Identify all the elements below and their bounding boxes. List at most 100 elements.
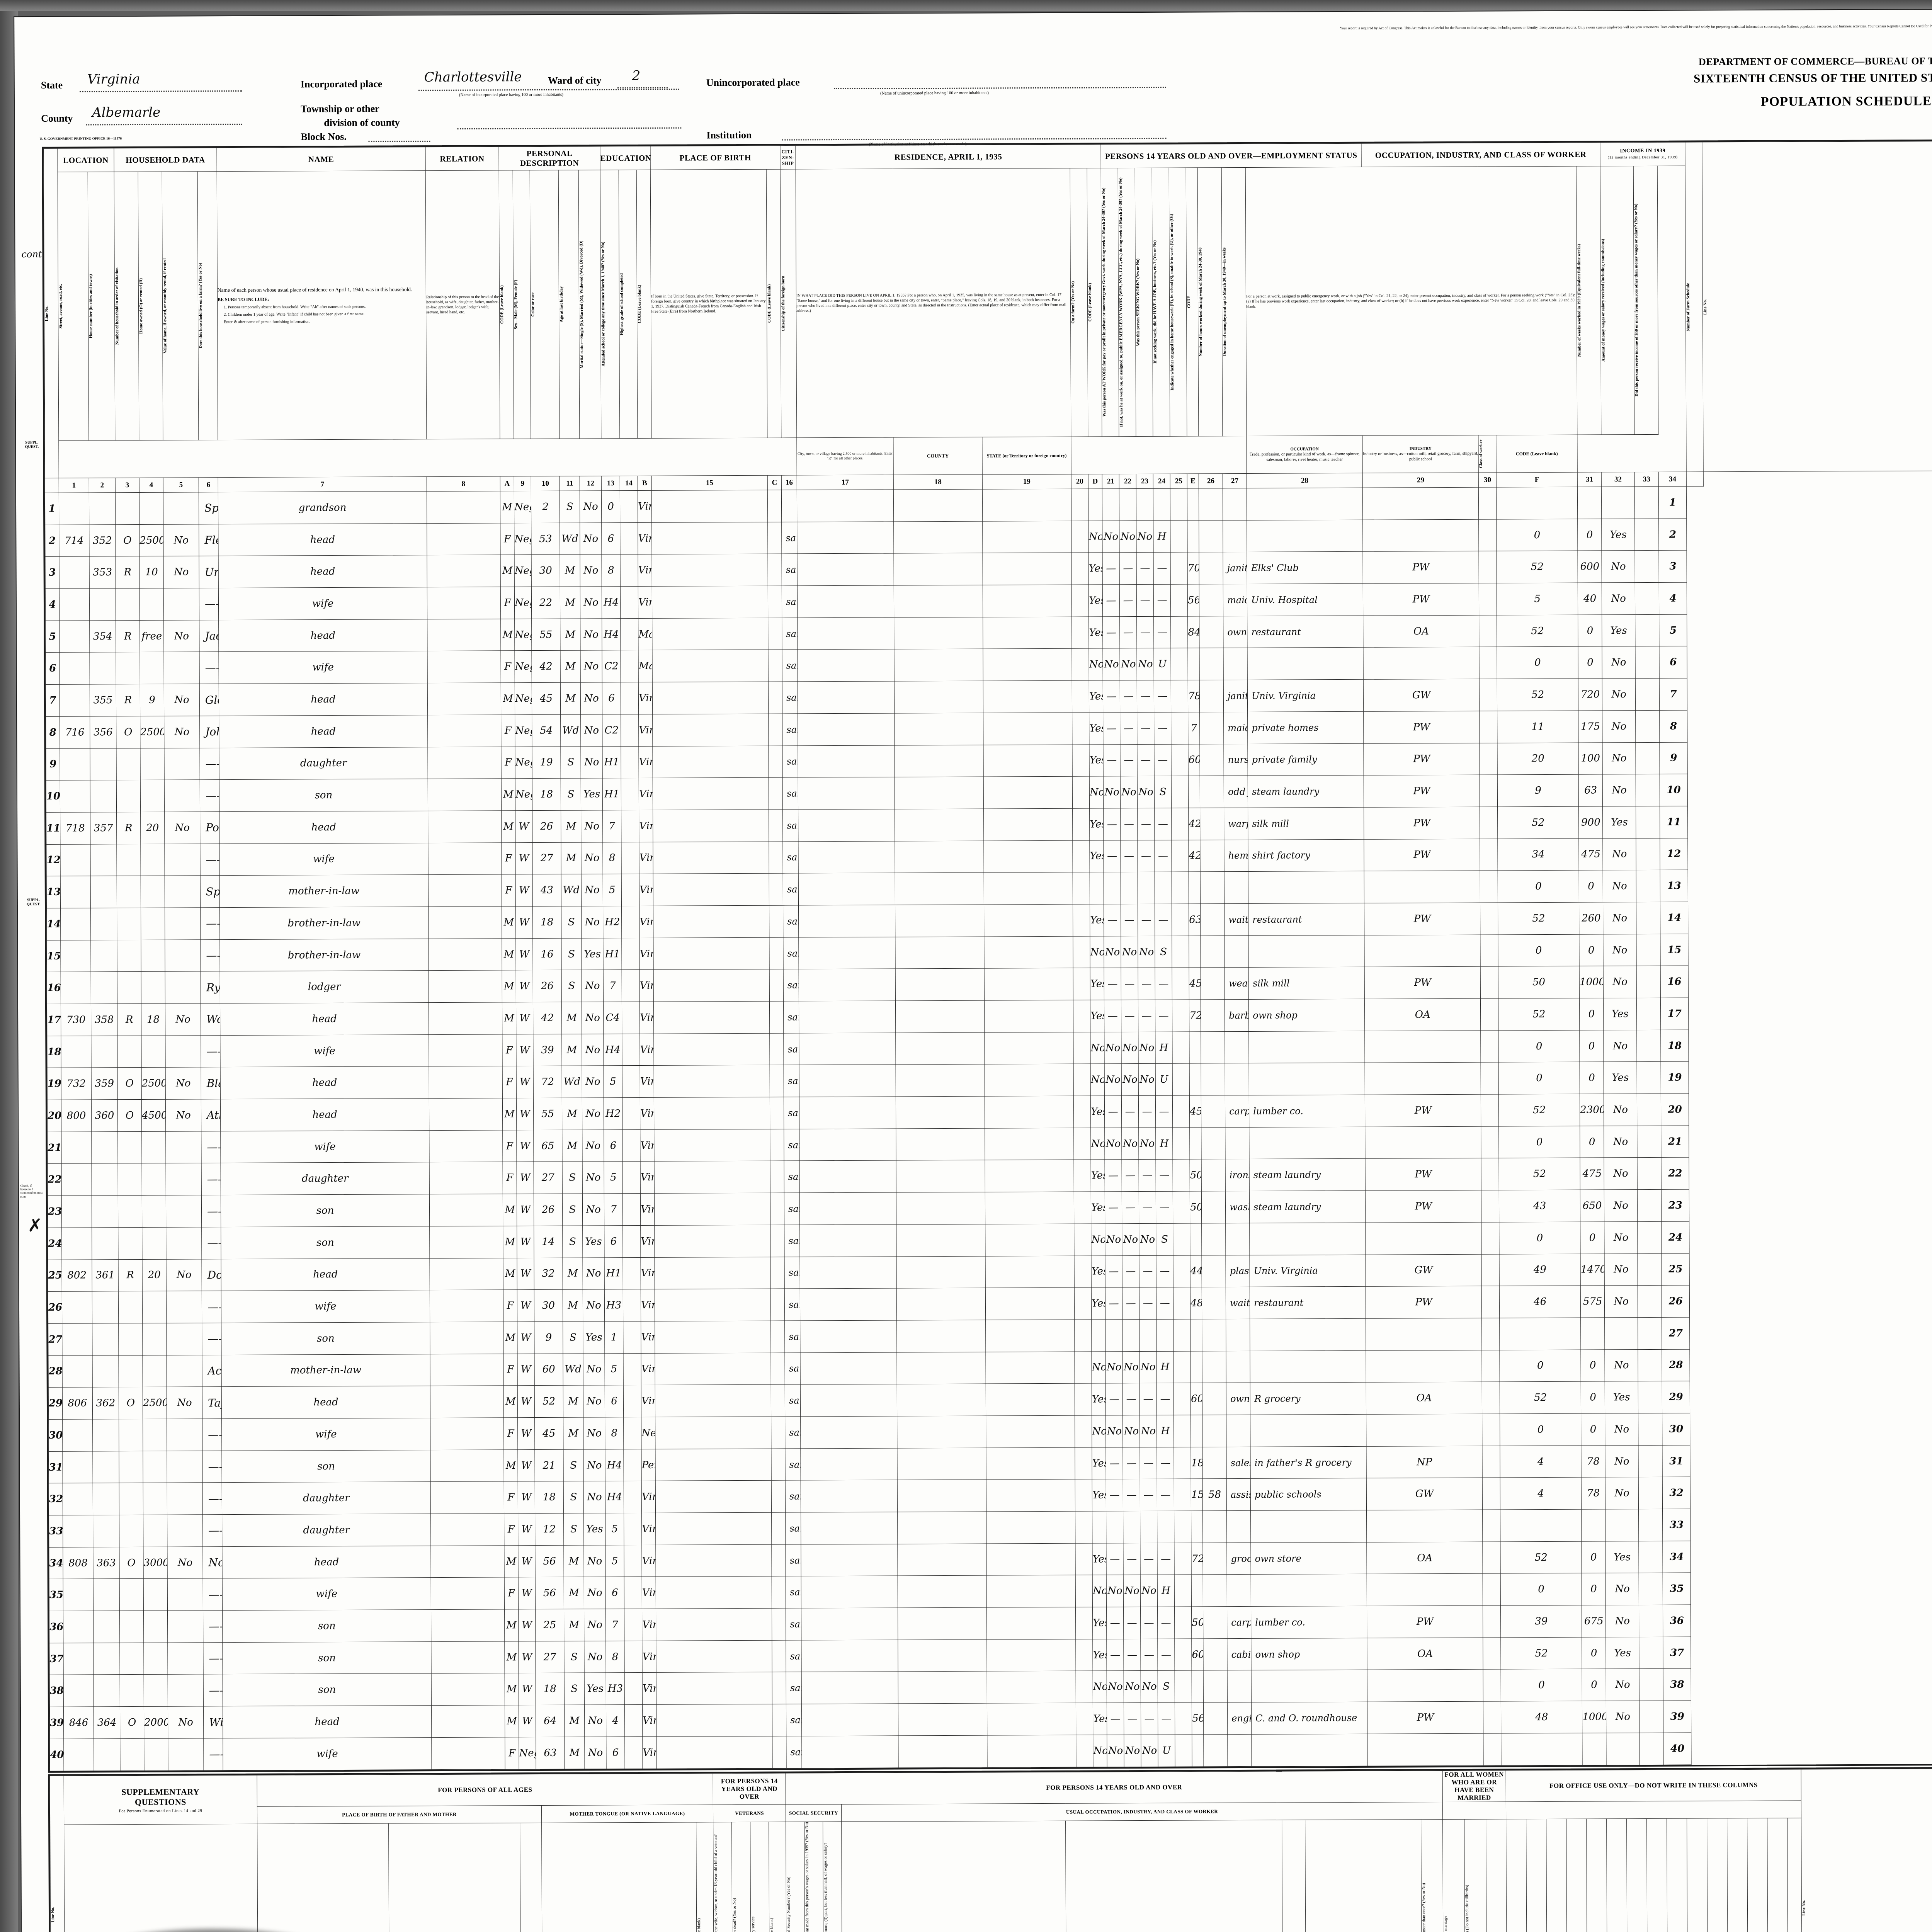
cell-c32[interactable]: 2300 <box>1580 1094 1604 1126</box>
cell-farm[interactable] <box>163 588 199 620</box>
cell-c23[interactable]: — <box>1122 1160 1139 1192</box>
cell-mar[interactable]: M <box>561 842 582 874</box>
cell-sex[interactable]: F <box>503 1162 517 1194</box>
cell-codeB[interactable] <box>624 1577 642 1609</box>
cell-c33[interactable] <box>1601 486 1635 519</box>
cell-birth[interactable]: Virginia <box>639 906 653 938</box>
cell-farm[interactable]: No <box>165 1067 201 1100</box>
cell-codeF[interactable] <box>1481 1126 1499 1158</box>
cell-c27[interactable] <box>1202 1255 1226 1287</box>
cell-c31[interactable]: 49 <box>1499 1253 1581 1286</box>
cell-c33[interactable]: No <box>1604 1285 1638 1318</box>
cell-house[interactable] <box>60 748 90 781</box>
cell-c26[interactable] <box>1190 1223 1202 1255</box>
cell-sex[interactable]: M <box>503 1385 518 1418</box>
cell-age[interactable]: 22 <box>531 587 560 619</box>
cell-or[interactable] <box>116 588 140 621</box>
cell-c22[interactable]: — <box>1103 808 1121 840</box>
cell-mar[interactable]: M <box>563 1417 583 1449</box>
cell-sex[interactable]: F <box>502 1034 517 1066</box>
cell-res19[interactable] <box>895 840 984 873</box>
cell-codeA[interactable] <box>427 714 501 747</box>
cell-age[interactable]: 26 <box>534 1194 563 1226</box>
cell-res20[interactable] <box>984 1032 1074 1065</box>
cell-occ[interactable]: nursemaid <box>1224 743 1248 776</box>
cell-sex[interactable]: M <box>504 1609 519 1641</box>
cell-grade[interactable]: 6 <box>601 522 621 555</box>
cell-c24[interactable]: — <box>1137 744 1155 776</box>
cell-sex[interactable]: M <box>501 778 515 811</box>
cell-sex[interactable]: M <box>505 1705 519 1737</box>
cell-sex[interactable]: M <box>503 1258 517 1290</box>
cell-res17[interactable]: same house <box>784 1193 800 1225</box>
cell-res18[interactable] <box>801 1704 898 1736</box>
cell-grade[interactable]: H3 <box>606 1673 625 1705</box>
cell-codeA[interactable] <box>430 1258 503 1290</box>
cell-age[interactable]: 30 <box>531 554 560 587</box>
cell-codeC[interactable] <box>655 1384 771 1417</box>
cell-c21[interactable]: No <box>1091 1223 1105 1256</box>
cell-c31[interactable]: 0 <box>1500 1413 1582 1446</box>
cell-grade[interactable]: H1 <box>602 778 621 810</box>
cell-ind[interactable]: steam laundry <box>1249 1158 1366 1191</box>
cell-codeD[interactable] <box>1074 1255 1092 1288</box>
cell-c34[interactable] <box>1638 1445 1663 1477</box>
cell-ind[interactable]: restaurant <box>1248 903 1365 936</box>
cell-mar[interactable]: S <box>564 1673 585 1705</box>
cell-codeB[interactable] <box>621 714 639 747</box>
cell-grade[interactable]: H4 <box>603 1034 622 1066</box>
cell-res20[interactable] <box>985 1255 1075 1288</box>
cell-codeA[interactable] <box>427 683 501 715</box>
cell-cit[interactable] <box>772 1576 786 1609</box>
cell-codeC[interactable] <box>654 1065 770 1098</box>
cell-hh[interactable] <box>89 492 116 525</box>
cell-codeA[interactable] <box>428 938 502 971</box>
cell-occ[interactable]: irons by hand <box>1225 1159 1250 1191</box>
cell-or[interactable]: R <box>116 556 140 588</box>
cell-codeC[interactable] <box>656 1704 772 1737</box>
cell-res17[interactable]: same house <box>783 905 799 937</box>
cell-cw[interactable] <box>1366 1350 1482 1383</box>
cell-or[interactable] <box>119 1451 143 1483</box>
cell-age[interactable]: 32 <box>534 1257 563 1290</box>
cell-c31[interactable]: 43 <box>1499 1190 1580 1222</box>
cell-race[interactable]: Neg <box>519 1737 536 1769</box>
cell-mar[interactable]: M <box>563 1289 583 1322</box>
cell-house[interactable] <box>59 588 90 621</box>
cell-sch[interactable]: No <box>580 746 603 779</box>
cell-res20[interactable] <box>985 1096 1074 1128</box>
cell-c33[interactable]: No <box>1603 966 1637 998</box>
cell-race[interactable]: W <box>519 1705 536 1737</box>
cell-cit[interactable] <box>772 1608 786 1640</box>
cell-c32[interactable]: 900 <box>1578 806 1603 838</box>
cell-mar[interactable]: M <box>563 1257 583 1290</box>
cell-c23[interactable]: — <box>1123 1607 1141 1639</box>
cell-res17[interactable]: same place <box>783 969 799 1002</box>
cell-grade[interactable]: 6 <box>604 1129 623 1162</box>
cell-c21[interactable]: Yes <box>1088 553 1103 585</box>
cell-c25[interactable]: H <box>1155 1127 1173 1160</box>
cell-cw[interactable] <box>1362 487 1479 520</box>
cell-occ[interactable] <box>1226 1351 1250 1383</box>
cell-res19[interactable] <box>895 905 984 937</box>
cell-c24[interactable]: — <box>1141 1702 1158 1735</box>
cell-c31[interactable]: 52 <box>1497 679 1578 711</box>
cell-c22[interactable]: No <box>1103 776 1121 808</box>
cell-rel[interactable]: head <box>220 1002 429 1036</box>
cell-rel[interactable]: wife <box>221 1418 430 1451</box>
cell-sch[interactable]: No <box>581 842 603 874</box>
cell-codeA[interactable] <box>427 587 501 619</box>
cell-or[interactable] <box>116 844 141 876</box>
cell-farm[interactable]: No <box>166 1259 202 1291</box>
cell-house[interactable] <box>63 1515 93 1547</box>
cell-or[interactable] <box>116 780 141 812</box>
cell-c34[interactable] <box>1638 1381 1662 1413</box>
cell-c34[interactable] <box>1636 902 1661 934</box>
cell-house[interactable]: 846 <box>63 1707 94 1739</box>
cell-mar[interactable]: S <box>563 1513 584 1545</box>
cell-c32[interactable]: 0 <box>1579 934 1604 966</box>
cell-grade[interactable]: H2 <box>604 1097 622 1130</box>
cell-hh[interactable]: 355 <box>90 684 116 716</box>
cell-race[interactable]: W <box>515 842 533 875</box>
cell-c23[interactable]: — <box>1123 1479 1140 1511</box>
